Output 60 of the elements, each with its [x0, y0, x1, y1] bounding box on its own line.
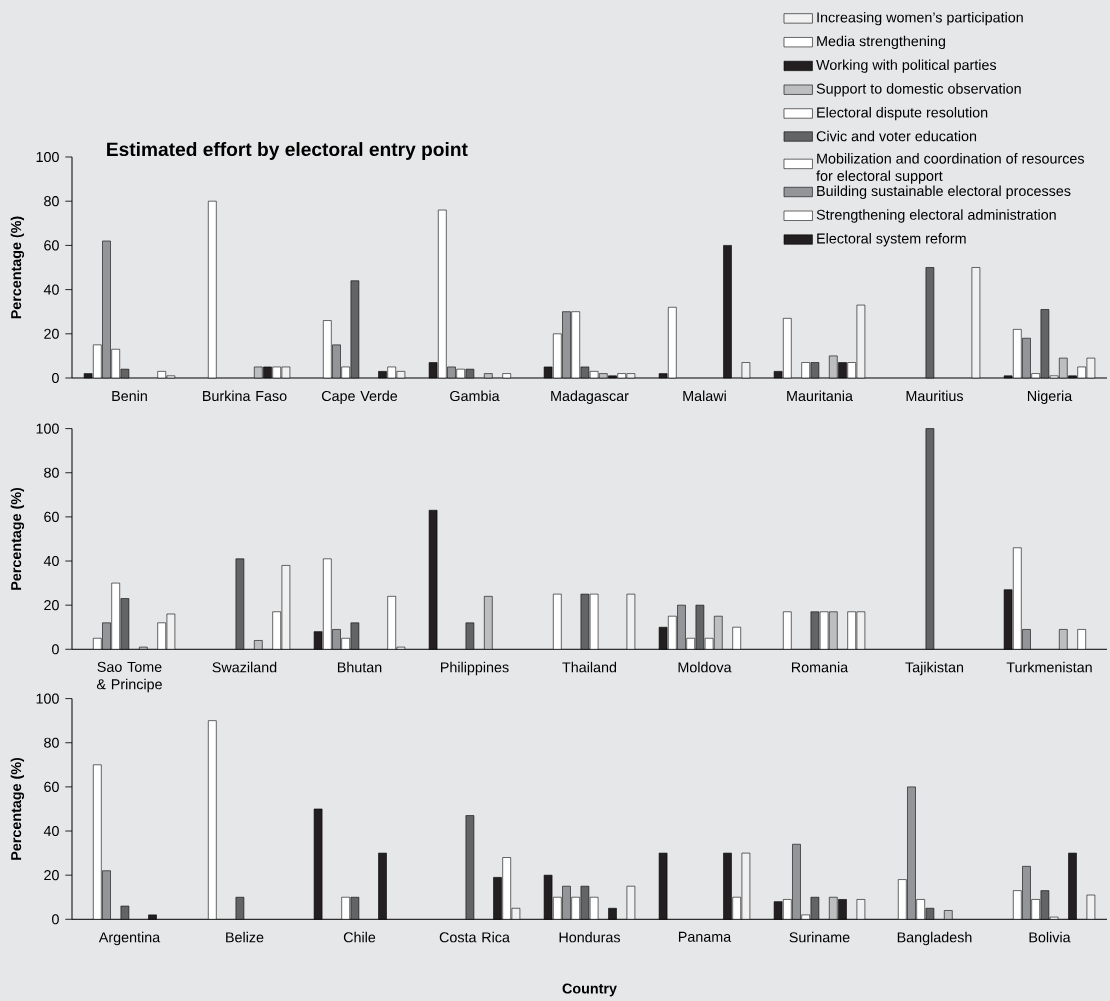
y-tick-label: 100 — [36, 151, 59, 163]
x-tick-label: Mauritius — [906, 390, 964, 402]
x-tick-label: Bangladesh — [897, 931, 972, 946]
y-tick-label: 80 — [44, 737, 59, 748]
x-axis-title: Country — [562, 983, 617, 997]
y-tick-label: 80 — [44, 196, 59, 207]
x-tick-label: Argentina — [98, 931, 161, 946]
y-tick-label: 40 — [43, 555, 59, 567]
x-tick-label: Madagascar — [551, 390, 629, 404]
x-tick-label: Moldova — [678, 661, 732, 673]
x-tick-label: Panama — [678, 931, 732, 942]
y-tick-label: 20 — [44, 600, 59, 611]
y-tick-label: 0 — [52, 372, 59, 384]
y-tick-label: 60 — [44, 240, 59, 251]
x-tick-label: Belize — [226, 931, 264, 943]
legend-label: Increasing women’s participation — [817, 11, 1023, 26]
x-tick-label: Romania — [791, 661, 849, 673]
y-tick-label: 80 — [44, 467, 59, 478]
y-tick-label: 0 — [52, 644, 59, 655]
y-axis-title: Percentage (%) — [10, 487, 25, 590]
x-tick-label: Gambia — [450, 390, 500, 402]
x-tick-label: Tajikistan — [905, 661, 964, 676]
x-tick-label: Suriname — [789, 931, 850, 943]
legend-label: Electoral system reform — [817, 233, 966, 247]
x-tick-label: Cape Verde — [321, 390, 398, 404]
legend-label: Strengthening electoral administration — [816, 209, 1056, 223]
legend-label: Electoral dispute resolution — [817, 107, 988, 121]
y-tick-label: 60 — [44, 511, 59, 522]
legend-label: Working with political parties — [816, 59, 997, 73]
x-tick-label: Philippines — [441, 661, 509, 676]
y-tick-label: 0 — [52, 914, 59, 925]
x-tick-label: Swaziland — [212, 661, 277, 673]
x-tick-label: Turkmenistan — [1006, 661, 1092, 673]
x-tick-label: Nigeria — [1027, 390, 1073, 404]
x-tick-label: Mauritania — [787, 390, 853, 402]
y-tick-label: 100 — [36, 423, 59, 434]
y-tick-label: 100 — [36, 693, 59, 704]
legend-label: Media strengthening — [817, 35, 945, 50]
chart-title: Estimated effort by electoral entry point — [107, 142, 468, 160]
x-tick-label: Thailand — [562, 661, 617, 673]
legend-label: Mobilization and coordination of resources for electoral support — [816, 153, 1084, 184]
x-tick-label: Burkina Faso — [203, 390, 287, 402]
x-tick-label: Sao Tome & Principe — [96, 661, 162, 693]
x-tick-label: Bolivia — [1029, 931, 1071, 943]
y-tick-label: 20 — [44, 870, 59, 881]
y-axis-title: Percentage (%) — [10, 216, 25, 319]
x-tick-label: Benin — [112, 390, 147, 402]
y-tick-label: 40 — [43, 825, 59, 837]
legend-label: Support to domestic observation — [816, 83, 1021, 97]
y-tick-label: 60 — [44, 781, 59, 792]
x-tick-label: Chile — [343, 931, 376, 943]
x-tick-label: Malawi — [683, 390, 726, 402]
legend-label: Building sustainable electoral processes — [817, 185, 1071, 199]
y-tick-label: 40 — [43, 284, 59, 295]
x-tick-label: Costa Rica — [439, 931, 510, 943]
x-tick-label: Bhutan — [337, 661, 382, 673]
y-axis-title: Percentage (%) — [10, 757, 25, 860]
y-tick-label: 20 — [44, 328, 59, 339]
legend-label: Civic and voter education — [816, 130, 977, 142]
x-tick-label: Honduras — [559, 931, 621, 943]
